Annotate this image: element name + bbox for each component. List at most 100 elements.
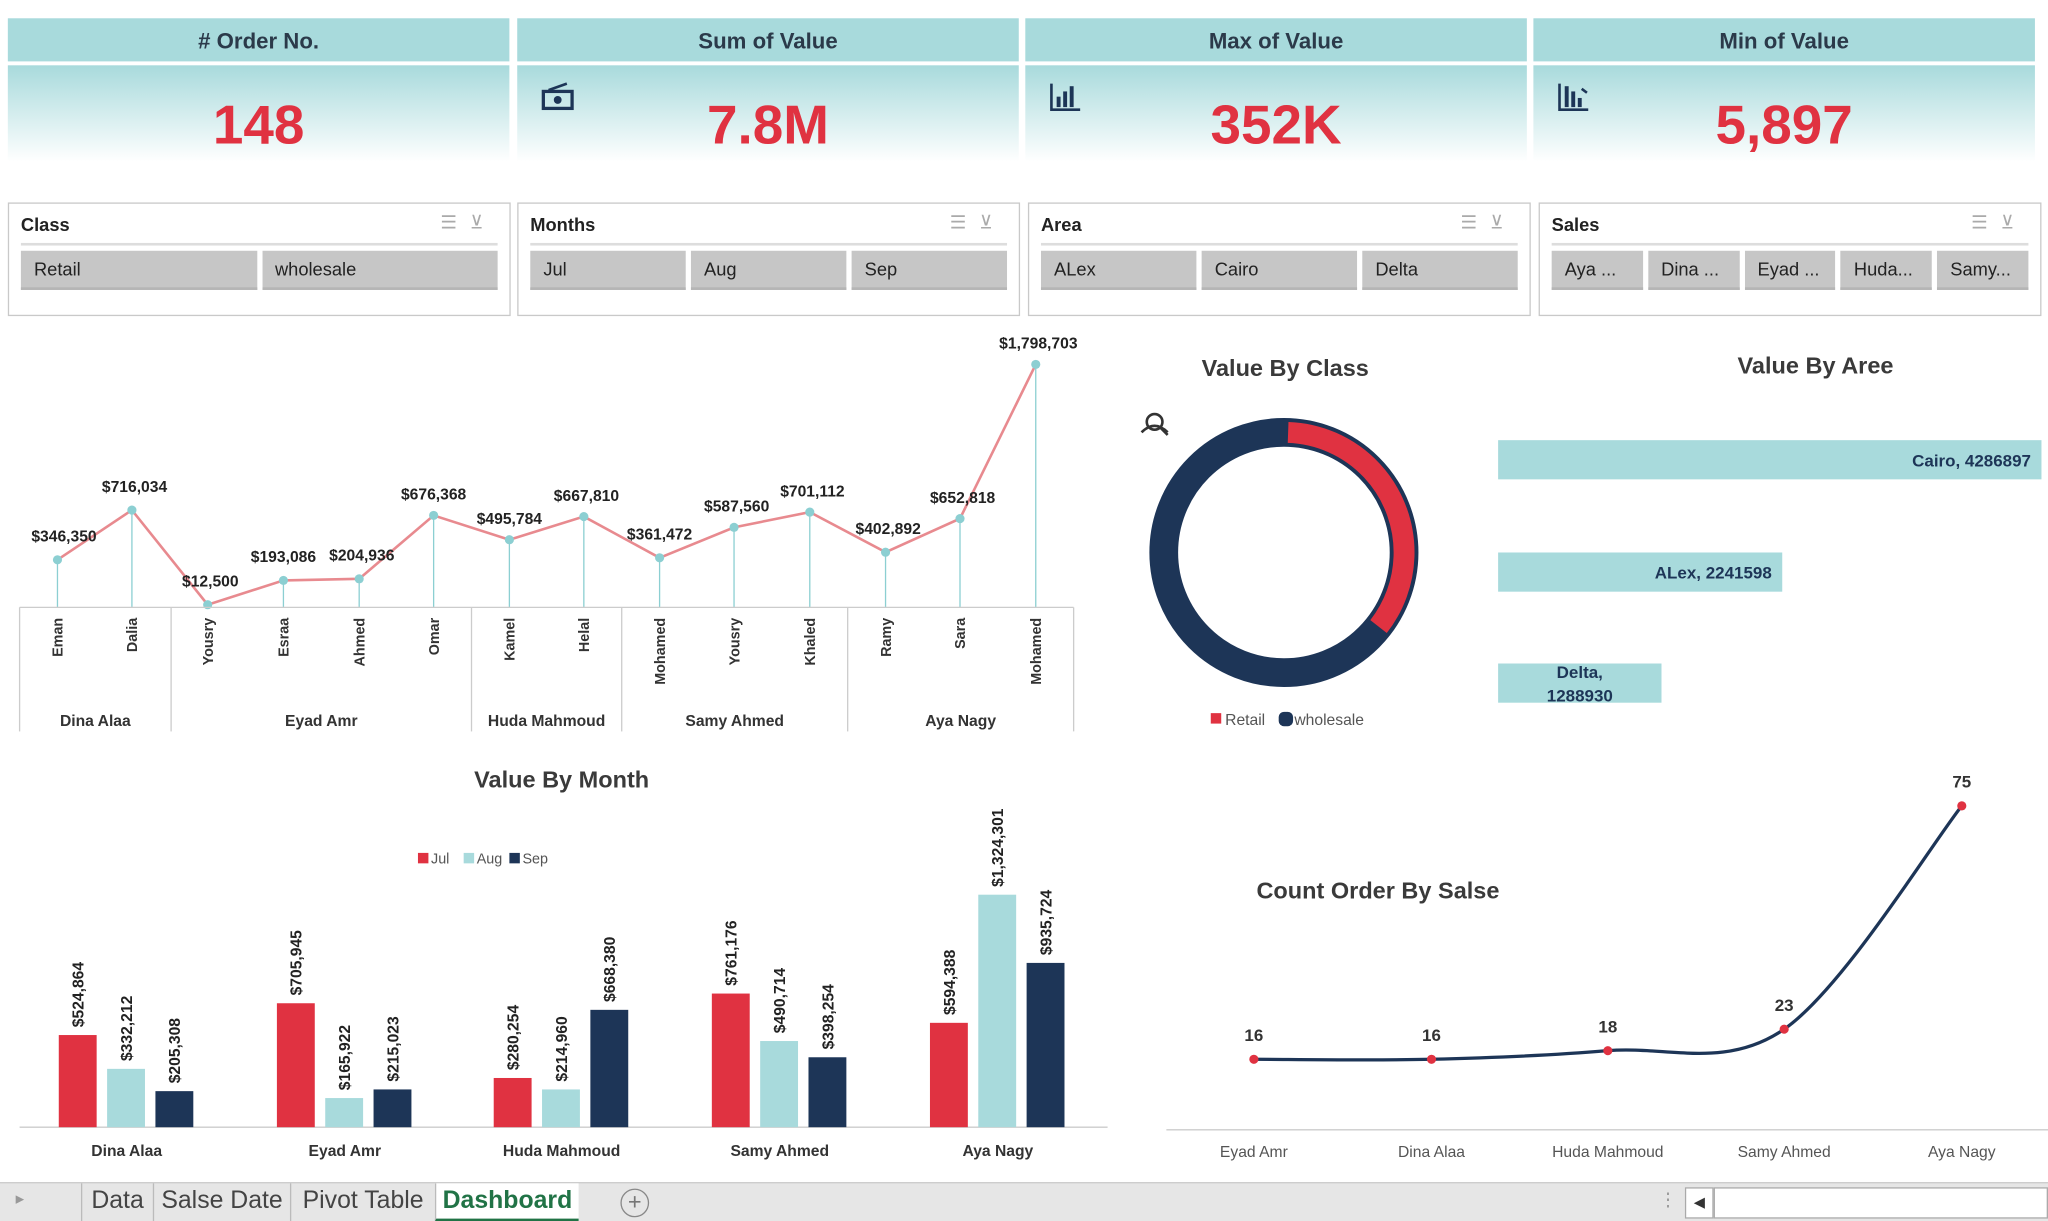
multi-select-icon[interactable]: ☰ (1971, 211, 2001, 233)
kpi-title: Sum of Value (517, 18, 1019, 62)
slicer-title: Sales (1551, 214, 1600, 236)
data-label: 23 (1775, 996, 1794, 1015)
divider (1551, 242, 2029, 246)
bar-label: ALex, 2241598 (1655, 564, 1772, 583)
data-label: $490,714 (772, 968, 789, 1034)
slicer-item[interactable]: Dina ... (1648, 250, 1740, 290)
data-label: $193,086 (251, 549, 317, 566)
data-label: $668,380 (602, 936, 619, 1002)
bar-label: Cairo, 4286897 (1912, 451, 2031, 470)
clear-filter-icon[interactable]: ⊻ (1489, 211, 1517, 233)
group-label: Dina Alaa (60, 713, 131, 730)
slicer-item[interactable]: Delta (1362, 250, 1518, 290)
slicer-item[interactable]: Jul (530, 250, 686, 290)
bar (929, 1022, 968, 1128)
legend-label-retail: Retail (1225, 712, 1265, 729)
data-point (955, 514, 965, 524)
category-label: Eman (51, 618, 67, 657)
divider (530, 242, 1008, 246)
category-label: Huda Mahmoud (1552, 1144, 1663, 1161)
category-label: Eyad Amr (309, 1143, 382, 1160)
category-label: Mohamed (653, 618, 669, 685)
bar (808, 1057, 847, 1128)
slicer-item[interactable]: wholesale (261, 250, 498, 290)
series-line (1253, 804, 1964, 1062)
slicer-item[interactable]: Aya ... (1551, 250, 1643, 290)
slicer-class: Class ☰⊻ Retail wholesale (7, 202, 511, 317)
slicer-item[interactable]: Aug (690, 250, 847, 290)
slicer-title: Class (20, 214, 70, 236)
category-label: Yousry (201, 618, 217, 666)
data-label: $332,212 (119, 995, 136, 1061)
category-label: Kamel (503, 618, 519, 661)
bar (711, 993, 750, 1128)
multi-select-icon[interactable]: ☰ (1460, 211, 1490, 233)
slicer-item[interactable]: Samy... (1937, 250, 2029, 290)
data-label: $935,724 (1038, 889, 1055, 955)
kpi-value: 5,897 (1715, 94, 1853, 156)
category-label: Khaled (803, 618, 819, 666)
data-point (1603, 1046, 1613, 1056)
multi-select-icon[interactable]: ☰ (949, 211, 980, 233)
icon-part (1145, 412, 1164, 432)
clear-filter-icon[interactable]: ⊻ (469, 211, 497, 233)
category-label: Dalia (125, 617, 141, 652)
bar (542, 1089, 580, 1128)
data-label: 16 (1422, 1026, 1441, 1045)
value-by-area-chart: Cairo, 4286897 ALex, 2241598 Delta, 1288930 (1498, 440, 2042, 705)
slicer-months: Months ☰⊻ Jul Aug Sep (517, 202, 1021, 317)
category-label: Ramy (879, 618, 895, 657)
data-point (278, 575, 288, 586)
category-label: Mohamed (1029, 618, 1045, 685)
scroll-tabs-icon[interactable]: ▸ (15, 1188, 25, 1209)
slicer-item[interactable]: Eyad ... (1744, 250, 1836, 290)
kpi-card: 5,897 (1533, 65, 2035, 173)
value-by-month-chart: Jul $524,864 $705,945 $280,254 $761,176 $594,… (19, 808, 1108, 1160)
clear-filter-icon[interactable]: ⊻ (2000, 211, 2028, 233)
group-label: Aya Nagy (925, 713, 996, 730)
data-point (354, 574, 364, 584)
kpi-value: 7.8M (707, 94, 829, 156)
data-label: $1,798,703 (999, 336, 1078, 353)
bar (1026, 962, 1065, 1128)
bar-cairo (1498, 440, 2042, 480)
bar-label: 1288930 (1547, 686, 1613, 705)
category-label: Dina Alaa (91, 1143, 162, 1160)
multi-select-icon[interactable]: ☰ (440, 211, 470, 233)
kpi-card: 352K (1025, 65, 1527, 173)
slicer-item[interactable]: Sep (851, 250, 1008, 290)
kpi-value: 148 (212, 94, 305, 156)
scroll-left-button[interactable]: ◀ (1684, 1187, 1714, 1219)
data-label: $652,818 (930, 490, 996, 507)
clear-filter-icon[interactable]: ⊻ (979, 211, 1006, 233)
sheet-tab[interactable]: Dashboard (434, 1183, 579, 1221)
slicer-item[interactable]: Cairo (1201, 250, 1358, 290)
money-icon (541, 82, 574, 111)
slicer-item[interactable]: Huda... (1840, 250, 1932, 290)
data-label: $280,254 (506, 1005, 523, 1071)
bar (276, 1003, 315, 1128)
people-search-icon (1140, 412, 1169, 436)
data-point (655, 553, 665, 563)
add-sheet-button[interactable]: + (620, 1188, 650, 1218)
bar-chart-down-icon (1558, 83, 1589, 112)
data-label: $402,892 (856, 521, 922, 538)
data-label: $346,350 (31, 529, 97, 546)
sheet-tab-bar: ▸ Data Salse Date Pivot Table Dashboard + ⋮… (0, 1182, 2048, 1221)
category-label: Samy Ahmed (1738, 1144, 1831, 1161)
splitter-handle[interactable]: ⋮ (1658, 1188, 1678, 1210)
slicer-item[interactable]: ALex (1040, 250, 1197, 290)
category-label: Huda Mahmoud (503, 1143, 620, 1160)
bar (58, 1035, 97, 1128)
bar (155, 1091, 194, 1128)
bar (760, 1041, 799, 1128)
category-label: Sara (953, 617, 969, 649)
slicer-item[interactable]: Retail (20, 250, 257, 290)
sheet-tab[interactable]: Salse Date (152, 1183, 290, 1221)
data-label: $701,112 (780, 483, 845, 500)
sheet-tab[interactable]: Data (80, 1183, 153, 1221)
data-point (1031, 359, 1041, 369)
data-label: 75 (1952, 773, 1971, 792)
sheet-tab[interactable]: Pivot Table (289, 1183, 435, 1221)
horizontal-scrollbar[interactable] (1713, 1187, 2048, 1219)
